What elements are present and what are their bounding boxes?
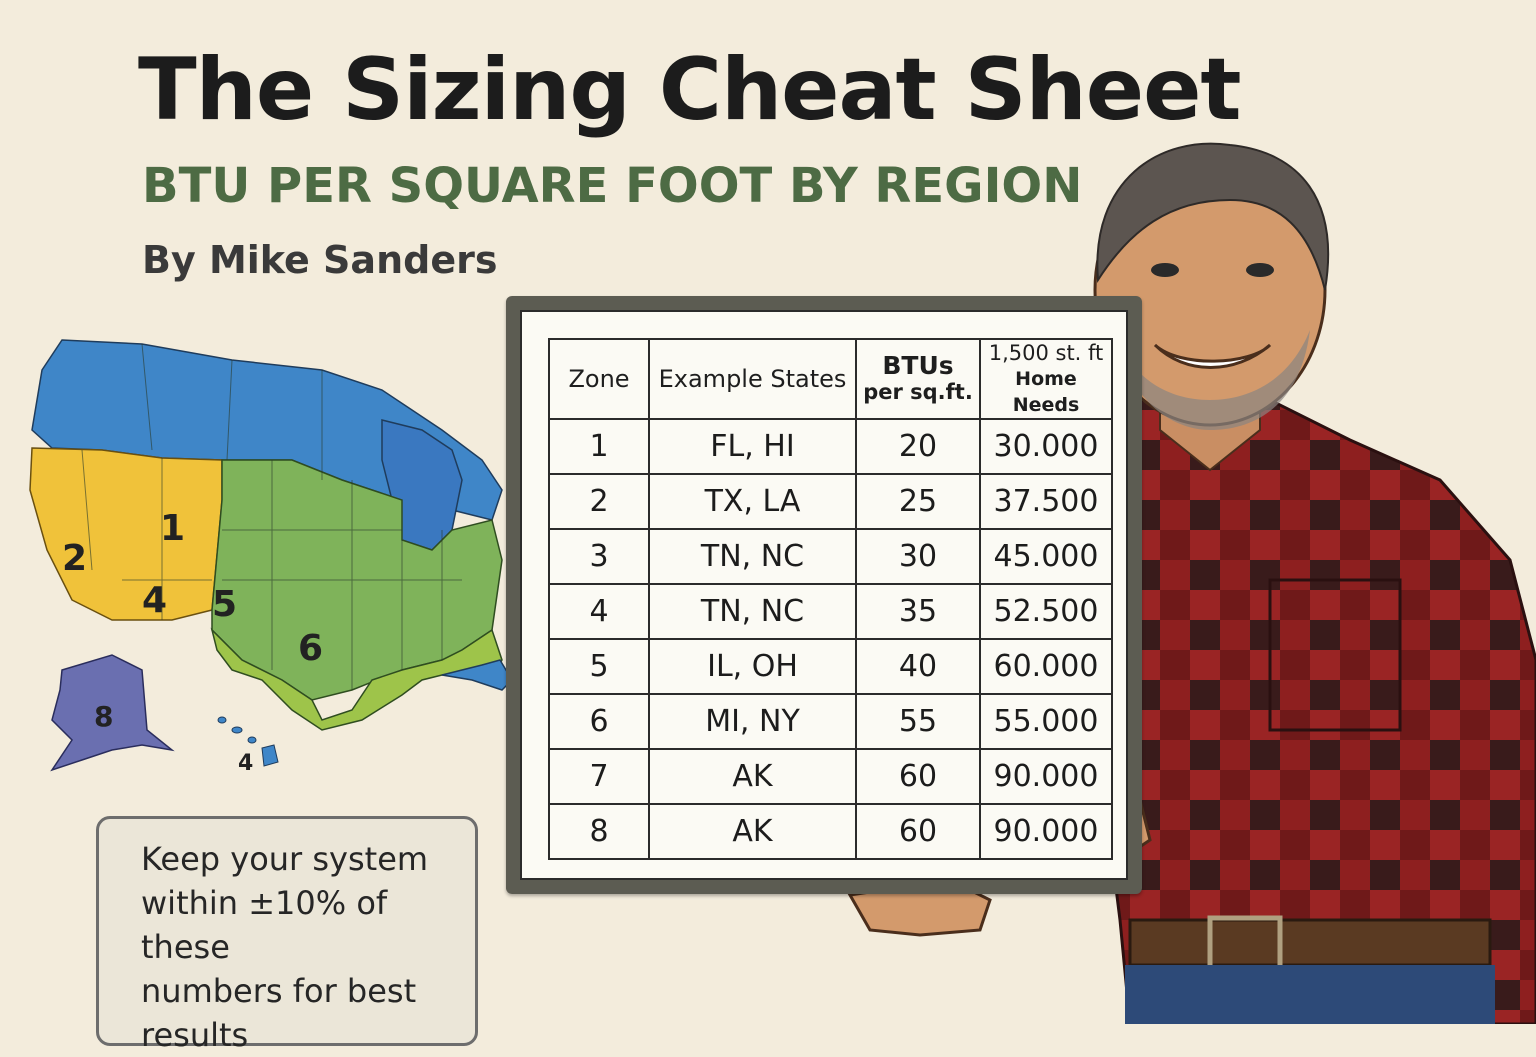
table-row: 8 AK 60 90.000 xyxy=(548,803,1113,860)
cell-needs: 60.000 xyxy=(979,638,1113,695)
table-header-row: Zone Example States BTUs per sq.ft. 1,50… xyxy=(548,338,1113,420)
tip-line: within ±10% of these xyxy=(141,884,388,966)
cell-needs: 55.000 xyxy=(979,693,1113,750)
cell-btu: 55 xyxy=(855,693,981,750)
cell-needs: 90.000 xyxy=(979,803,1113,860)
table-row: 2 TX, LA 25 37.500 xyxy=(548,473,1113,530)
cell-zone: 1 xyxy=(548,418,650,475)
table-row: 3 TN, NC 30 45.000 xyxy=(548,528,1113,585)
cell-needs: 52.500 xyxy=(979,583,1113,640)
belt xyxy=(1128,918,1492,967)
cell-zone: 5 xyxy=(548,638,650,695)
cell-needs: 30.000 xyxy=(979,418,1113,475)
cell-btu: 40 xyxy=(855,638,981,695)
zone-label: 4 xyxy=(142,580,167,621)
cell-zone: 7 xyxy=(548,748,650,805)
col-header-line: BTUs xyxy=(882,351,954,380)
cell-needs: 45.000 xyxy=(979,528,1113,585)
zone-label: 1 xyxy=(160,508,185,549)
cell-btu: 25 xyxy=(855,473,981,530)
cell-states: IL, OH xyxy=(648,638,857,695)
cell-states: AK xyxy=(648,803,857,860)
cell-zone: 2 xyxy=(548,473,650,530)
cell-states: FL, HI xyxy=(648,418,857,475)
tip-box: Keep your system within ±10% of these nu… xyxy=(96,816,478,1054)
cell-needs: 37.500 xyxy=(979,473,1113,530)
table-row: 4 TN, NC 35 52.500 xyxy=(548,583,1113,640)
presenter-illustration xyxy=(847,142,1536,1024)
zone-label: 4 xyxy=(238,751,253,776)
right-eye xyxy=(1246,263,1274,277)
cell-zone: 6 xyxy=(548,693,650,750)
page-subtitle: BTU PER SQUARE FOOT BY REGION xyxy=(142,158,1083,214)
zone-label: 6 xyxy=(298,628,323,669)
zone-label: 5 xyxy=(212,584,237,625)
table-row: 6 MI, NY 55 55.000 xyxy=(548,693,1113,750)
jeans xyxy=(1125,965,1495,1024)
tip-line: results xyxy=(141,1016,249,1054)
col-header-line: per sq.ft. xyxy=(863,380,973,404)
col-header-zone: Zone xyxy=(548,338,650,420)
table-row: 5 IL, OH 40 60.000 xyxy=(548,638,1113,695)
table-row: 7 AK 60 90.000 xyxy=(548,748,1113,805)
zone-label: 8 xyxy=(94,700,113,733)
beard xyxy=(1115,330,1310,430)
cell-states: TN, NC xyxy=(648,583,857,640)
col-header-states: Example States xyxy=(648,338,857,420)
table-row: 1 FL, HI 20 30.000 xyxy=(548,418,1113,475)
map-region-alaska xyxy=(50,654,175,772)
col-header-line: 1,500 st. ft xyxy=(988,341,1104,365)
cell-states: TN, NC xyxy=(648,528,857,585)
cell-zone: 8 xyxy=(548,803,650,860)
board-surface: Zone Example States BTUs per sq.ft. 1,50… xyxy=(520,310,1128,880)
author-byline: By Mike Sanders xyxy=(142,238,498,282)
col-header-needs: 1,500 st. ft Home Needs xyxy=(979,338,1113,420)
cell-zone: 3 xyxy=(548,528,650,585)
map-region-west xyxy=(29,447,223,621)
cell-zone: 4 xyxy=(548,583,650,640)
cell-btu: 35 xyxy=(855,583,981,640)
cell-btu: 60 xyxy=(855,748,981,805)
us-zone-map: 1 2 4 5 6 8 4 xyxy=(29,339,513,776)
page-title: The Sizing Cheat Sheet xyxy=(138,40,1242,140)
table-board: Zone Example States BTUs per sq.ft. 1,50… xyxy=(506,296,1142,894)
cell-btu: 20 xyxy=(855,418,981,475)
col-header-btus: BTUs per sq.ft. xyxy=(855,338,981,420)
cell-needs: 90.000 xyxy=(979,748,1113,805)
cell-states: MI, NY xyxy=(648,693,857,750)
cell-btu: 30 xyxy=(855,528,981,585)
smile xyxy=(1153,343,1272,369)
col-header-line: Home Needs xyxy=(1012,368,1080,416)
left-eye xyxy=(1151,263,1179,277)
tip-line: numbers for best xyxy=(141,972,417,1010)
sizing-table: Zone Example States BTUs per sq.ft. 1,50… xyxy=(548,338,1113,860)
hair xyxy=(1096,142,1330,291)
cell-states: AK xyxy=(648,748,857,805)
cell-btu: 60 xyxy=(855,803,981,860)
tip-line: Keep your system xyxy=(141,840,429,878)
zone-label: 2 xyxy=(62,538,87,579)
cell-states: TX, LA xyxy=(648,473,857,530)
shirt-pocket xyxy=(1268,578,1402,732)
